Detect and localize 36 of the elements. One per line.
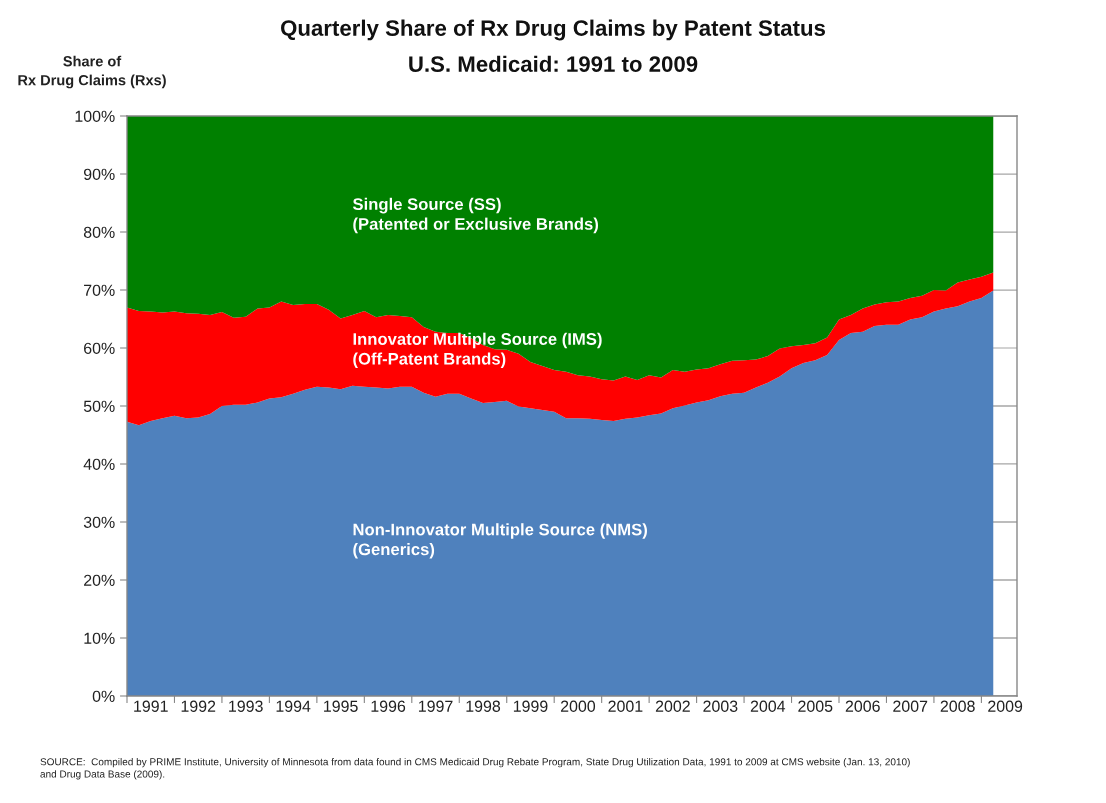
y-tick-label: 40% xyxy=(83,458,115,470)
x-tick-label: 2002 xyxy=(655,700,690,712)
y-tick-label: 70% xyxy=(84,284,115,296)
x-tick-label: 2004 xyxy=(750,700,786,712)
y-tick-label: 20% xyxy=(84,574,115,586)
x-tick-label: 2003 xyxy=(703,700,738,712)
y-tick-label: 30% xyxy=(83,516,115,528)
y-tick-label: 90% xyxy=(83,168,115,180)
series-label: Non-Innovator Multiple Source (NMS) (Generics) xyxy=(353,523,647,559)
y-axis-title: Share of Rx Drug Claims (Rxs) xyxy=(18,55,166,89)
source-note: SOURCE: Compiled by PRIME Institute, University of Minnesota from data found in CMS Medicaid Drug Rebate Program, State Drug Utilization Data, 1991 to 2009 at CMS website (Jan. 13, 2010) and Drug Data Base (2009). xyxy=(40,758,910,780)
x-tick-label: 1992 xyxy=(181,700,216,712)
x-tick-label: 2008 xyxy=(940,700,975,712)
x-tick-label: 2005 xyxy=(798,700,833,712)
chart-subtitle: U.S. Medicaid: 1991 to 2009 xyxy=(409,55,698,72)
x-tick-label: 1998 xyxy=(466,700,501,712)
x-tick-label: 1994 xyxy=(276,700,311,712)
series-label: Single Source (SS) (Patented or Exclusive Brands) xyxy=(352,197,599,234)
y-tick-label: 50% xyxy=(83,400,115,412)
y-tick-label: 60% xyxy=(84,342,115,354)
x-tick-label: 2006 xyxy=(845,700,880,712)
chart-title: Quarterly Share of Rx Drug Claims by Patent Status xyxy=(281,19,826,41)
x-tick-label: 2009 xyxy=(988,700,1023,712)
x-tick-label: 2001 xyxy=(608,700,643,712)
y-tick-label: 80% xyxy=(83,226,115,238)
x-tick-label: 2000 xyxy=(560,700,596,712)
y-tick-label: 10% xyxy=(84,632,115,644)
x-tick-label: 1999 xyxy=(513,700,548,712)
y-tick-label: 100% xyxy=(75,110,115,122)
x-tick-label: 2007 xyxy=(893,700,928,712)
x-tick-label: 1996 xyxy=(371,700,406,712)
y-tick-label: 0% xyxy=(92,690,115,702)
x-tick-label: 1997 xyxy=(418,700,453,712)
x-tick-label: 1991 xyxy=(134,700,168,712)
x-tick-label: 1995 xyxy=(324,700,358,712)
x-tick-label: 1993 xyxy=(229,700,263,712)
